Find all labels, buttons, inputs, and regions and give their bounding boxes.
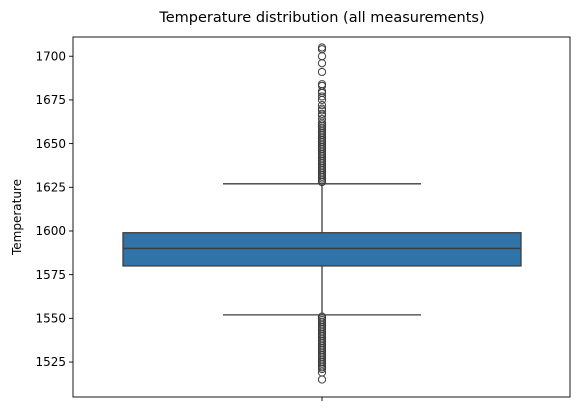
outlier-point-high xyxy=(317,109,327,118)
outlier-point-high xyxy=(317,92,327,101)
outlier-point-high xyxy=(317,52,327,61)
y-tick-label: 1550 xyxy=(35,312,66,326)
chart-title: Temperature distribution (all measuremen… xyxy=(158,10,484,26)
box-iqr xyxy=(122,232,522,267)
outlier-point-low xyxy=(317,364,327,374)
y-tick-label: 1525 xyxy=(35,355,66,369)
y-tick-label: 1650 xyxy=(35,137,66,151)
outlier-point-high xyxy=(317,45,327,54)
outlier-point-high xyxy=(317,115,327,124)
y-axis: 1525 1550 1575 1600 1625 1650 1675 1700 xyxy=(35,49,323,401)
outlier-point-high xyxy=(317,59,327,68)
y-tick-label: 1700 xyxy=(35,49,66,63)
y-axis-label: Temperature xyxy=(10,179,24,256)
outlier-point-high xyxy=(317,101,327,110)
outlier-point-low xyxy=(317,375,327,384)
outlier-point-high xyxy=(317,80,327,89)
y-tick-label: 1575 xyxy=(35,268,66,282)
plot-area xyxy=(122,43,522,384)
outlier-point-high xyxy=(317,104,327,113)
outlier-point-high xyxy=(317,67,327,77)
outlier-point-high xyxy=(317,43,327,52)
outlier-point-high xyxy=(317,81,327,91)
y-tick-label: 1600 xyxy=(35,224,66,238)
plot-frame xyxy=(72,36,571,398)
y-tick-label: 1625 xyxy=(35,180,66,194)
y-tick-label: 1675 xyxy=(35,93,66,107)
